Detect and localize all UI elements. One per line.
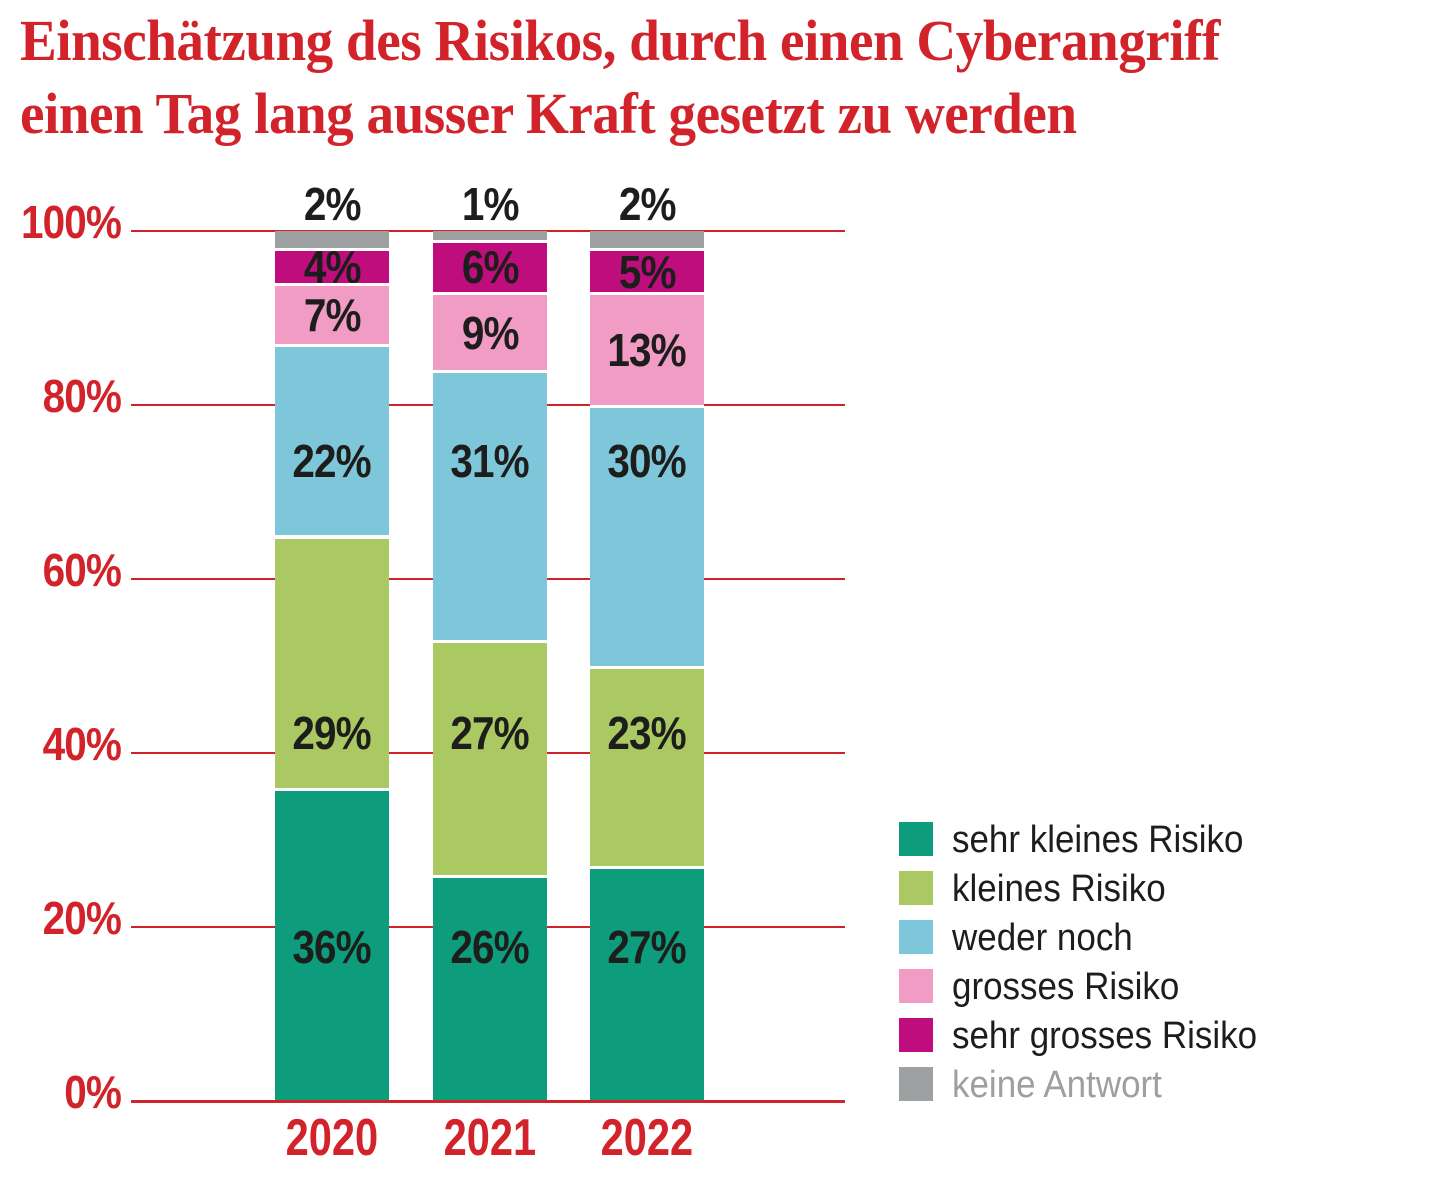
bar-segment-sehr-kleines-Risiko [275, 787, 389, 1101]
segment-label: 7% [303, 289, 362, 342]
bar-segment-sehr-kleines-Risiko [590, 866, 704, 1101]
top-segment-label: 2% [303, 178, 362, 230]
segment-label: 9% [461, 306, 520, 359]
segment-label: 22% [292, 435, 372, 487]
legend-swatch-sehr-grosses-Risiko [899, 1018, 933, 1052]
bar-segment-weder-noch [590, 405, 704, 666]
bar-segment-sehr-grosses-Risiko: 4% [275, 241, 389, 293]
bar-segment-grosses-Risiko: 13% [590, 291, 704, 405]
x-axis-label-2022: 2022 [600, 1109, 694, 1167]
bar-segment-sehr-grosses-Risiko: 6% [433, 239, 547, 294]
top-segment-label: 1% [461, 178, 520, 230]
segment-label: 36% [292, 921, 372, 973]
segment-label: 13% [607, 323, 687, 376]
bar-segment-kleines-Risiko [590, 666, 704, 867]
x-axis-label-2021: 2021 [443, 1109, 537, 1167]
bar-segment-weder-noch [275, 344, 389, 536]
legend-label-grosses-Risiko: grosses Risiko [952, 966, 1180, 1008]
bar-segment-keine-Antwort [433, 231, 547, 240]
bar-segment-sehr-grosses-Risiko: 5% [590, 246, 704, 298]
segment-label: 27% [607, 921, 687, 973]
top-segment-label: 2% [618, 178, 677, 230]
y-axis-label: 0% [64, 1066, 122, 1118]
y-axis-label: 80% [42, 370, 122, 422]
legend-swatch-kleines-Risiko [899, 871, 933, 905]
y-axis-label: 60% [42, 544, 122, 596]
y-axis-label: 40% [42, 718, 122, 770]
bar-2022: 5% 13% [590, 231, 704, 1101]
legend-label-kleines-Risiko: kleines Risiko [952, 868, 1166, 910]
bar-2021: 6% 9% [433, 231, 547, 1101]
segment-label: 26% [450, 921, 530, 973]
segment-label: 23% [607, 707, 687, 759]
legend-label-sehr-grosses-Risiko: sehr grosses Risiko [952, 1015, 1258, 1057]
legend-label-keine-Antwort: keine Antwort [952, 1064, 1162, 1106]
legend-swatch-keine-Antwort [899, 1067, 933, 1101]
segment-label: 27% [450, 707, 530, 759]
bar-2020: 4% 7% [275, 231, 389, 1101]
segment-label: 5% [618, 245, 677, 298]
legend-label-sehr-kleines-Risiko: sehr kleines Risiko [952, 819, 1244, 861]
y-axis-label: 100% [20, 196, 122, 248]
segment-label: 30% [607, 435, 687, 487]
bar-segment-keine-Antwort [275, 231, 389, 249]
segment-label: 31% [450, 435, 530, 487]
bar-segment-kleines-Risiko [275, 535, 389, 788]
bar-segment-kleines-Risiko [433, 639, 547, 875]
legend-swatch-grosses-Risiko [899, 969, 933, 1003]
y-axis-label: 20% [42, 892, 122, 944]
bar-segment-keine-Antwort [590, 231, 704, 249]
legend-swatch-weder-noch [899, 920, 933, 954]
bar-segment-weder-noch [433, 370, 547, 640]
chart-title-line-1: Einschätzung des Risikos, durch einen Cy… [20, 8, 1220, 73]
bar-segment-grosses-Risiko: 9% [433, 291, 547, 371]
chart-title-line-2: einen Tag lang ausser Kraft gesetzt zu w… [20, 81, 1077, 146]
x-axis-label-2020: 2020 [285, 1109, 379, 1167]
x-axis-line [131, 1100, 845, 1103]
legend-swatch-sehr-kleines-Risiko [899, 822, 933, 856]
chart-title: Einschätzung des Risikos, durch einen Cy… [20, 4, 1220, 150]
legend-label-weder-noch: weder noch [952, 917, 1133, 959]
segment-label: 29% [292, 707, 372, 759]
bar-segment-sehr-kleines-Risiko [433, 874, 547, 1101]
segment-label: 6% [461, 241, 520, 294]
bar-segment-grosses-Risiko: 7% [275, 283, 389, 345]
